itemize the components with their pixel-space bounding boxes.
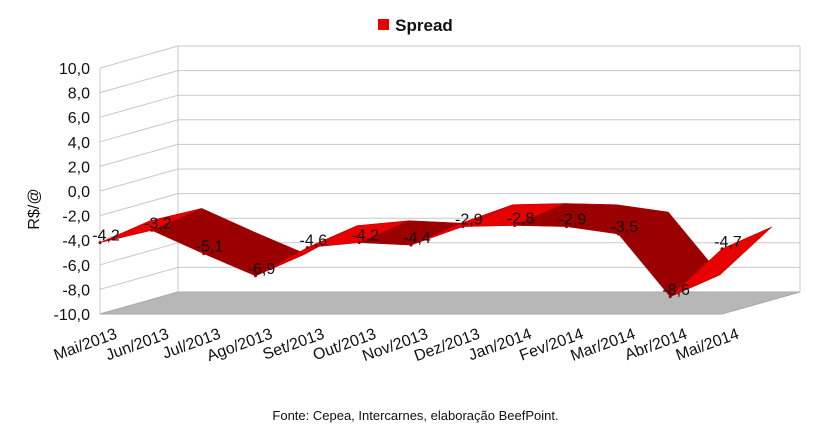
data-point <box>254 274 257 278</box>
y-tick-label: 2,0 <box>68 159 90 176</box>
data-label: -3,2 <box>144 215 172 232</box>
data-point <box>513 223 517 227</box>
y-axis-ticks: 10,0 8,0 6,0 4,0 2,0 0,0 -2,0 -4,0 -6,0 -8,0 -10,0 <box>54 61 91 324</box>
data-label: -2,9 <box>559 212 587 229</box>
gridline-side <box>99 242 179 266</box>
series-ribbon <box>99 203 773 298</box>
y-tick-label: 8,0 <box>68 86 90 103</box>
data-label: -4,4 <box>403 230 431 247</box>
data-point <box>202 252 206 256</box>
y-tick-label: -4,0 <box>62 233 90 250</box>
y-tick-label: 4,0 <box>68 135 90 152</box>
data-label: -2,9 <box>455 212 483 229</box>
data-label: -4,2 <box>351 228 379 245</box>
y-tick-label: -6,0 <box>62 258 90 275</box>
data-label: -8,6 <box>662 282 690 299</box>
data-label: -6,9 <box>248 261 276 278</box>
gridline-side <box>99 70 179 94</box>
data-point <box>305 246 309 250</box>
data-point <box>461 225 465 229</box>
y-tick-label: -10,0 <box>54 307 91 324</box>
data-point <box>357 241 361 245</box>
data-label: -5,1 <box>196 239 224 256</box>
y-tick-label: 10,0 <box>59 61 90 78</box>
data-labels: -4,2 -3,2 -5,1 -6,9 -4,6 -4,2 -4,4 -2,9 -2,8 -2,9… <box>92 210 742 298</box>
data-label: -3,5 <box>611 219 639 236</box>
gridline-side <box>99 193 179 217</box>
y-tick-label: -2,0 <box>62 209 90 226</box>
data-point <box>409 243 413 247</box>
gridline-side <box>99 45 179 69</box>
legend-label: Spread <box>395 16 453 35</box>
gridline-side <box>99 168 179 192</box>
legend: Spread <box>0 16 831 36</box>
data-label: -4,6 <box>300 233 328 250</box>
y-tick-label: -8,0 <box>62 282 90 299</box>
data-point <box>565 225 568 229</box>
data-point <box>668 295 672 299</box>
y-tick-label: 6,0 <box>68 110 90 127</box>
gridline-side <box>99 119 179 143</box>
data-point <box>616 232 620 236</box>
gridline-side <box>99 266 179 290</box>
data-label: -2,8 <box>507 210 535 227</box>
ribbon-segment <box>669 226 773 298</box>
gridline-side <box>99 94 179 118</box>
source-note: Fonte: Cepea, Intercarnes, elaboração Be… <box>272 408 559 423</box>
data-point <box>98 241 102 245</box>
data-label: -4,7 <box>714 234 742 251</box>
data-label: -4,2 <box>92 228 120 245</box>
data-point <box>720 247 724 251</box>
floor <box>99 291 801 315</box>
legend-swatch <box>378 19 390 30</box>
data-point <box>150 228 154 232</box>
x-axis-ticks: Mai/2013Jun/2013Jul/2013Ago/2013Set/2013… <box>52 326 742 365</box>
y-tick-label: 0,0 <box>68 184 90 201</box>
gridline-side <box>99 143 179 167</box>
series-points <box>98 223 724 299</box>
y-axis-label: R$/@ <box>26 188 43 229</box>
